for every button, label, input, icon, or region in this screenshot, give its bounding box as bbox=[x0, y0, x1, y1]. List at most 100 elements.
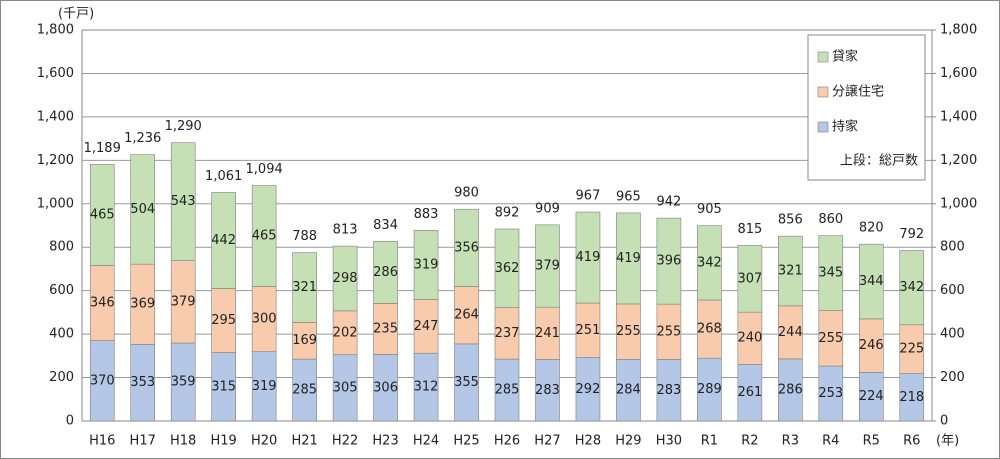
total-label: 788 bbox=[292, 229, 317, 244]
bar-segment bbox=[535, 359, 560, 422]
value-label: 379 bbox=[171, 294, 196, 309]
bar-segment bbox=[778, 235, 803, 307]
bar-segment bbox=[170, 142, 196, 261]
x-tick-label: H26 bbox=[494, 434, 520, 449]
bar-segment bbox=[413, 229, 439, 300]
legend-swatch bbox=[817, 51, 829, 63]
value-label: 419 bbox=[616, 251, 641, 266]
total-label: 813 bbox=[333, 223, 358, 238]
bar-segment bbox=[89, 340, 115, 422]
bar-segment bbox=[737, 245, 763, 313]
value-label: 283 bbox=[656, 383, 681, 398]
bar-segment bbox=[858, 243, 884, 320]
value-label: 504 bbox=[130, 202, 155, 217]
value-label: 224 bbox=[859, 389, 884, 404]
y-tick-label: 600 bbox=[49, 283, 74, 298]
bar-segment bbox=[251, 351, 277, 422]
x-tick-label: H19 bbox=[211, 434, 237, 449]
value-label: 235 bbox=[373, 322, 398, 337]
value-label: 218 bbox=[899, 390, 924, 405]
bar-segment bbox=[292, 358, 317, 422]
value-label: 543 bbox=[171, 194, 196, 209]
x-tick-label: H22 bbox=[332, 434, 358, 449]
total-label: 883 bbox=[414, 207, 439, 222]
bar-segment bbox=[251, 185, 277, 287]
total-label: 980 bbox=[454, 186, 479, 201]
value-label: 312 bbox=[414, 380, 439, 395]
value-label: 240 bbox=[737, 331, 762, 346]
bar-segment bbox=[656, 359, 682, 422]
value-label: 286 bbox=[778, 382, 803, 397]
value-label: 307 bbox=[737, 271, 762, 286]
total-label: 909 bbox=[535, 201, 560, 216]
legend-label: 持家 bbox=[832, 119, 858, 135]
bar-segment bbox=[575, 357, 601, 422]
total-label: 1,189 bbox=[84, 141, 121, 156]
bar-segment bbox=[535, 306, 560, 360]
value-label: 289 bbox=[697, 382, 722, 397]
bar-segment bbox=[211, 192, 236, 289]
x-tick-label: H30 bbox=[656, 434, 682, 449]
value-label: 169 bbox=[292, 333, 317, 348]
legend-swatch bbox=[817, 121, 829, 133]
y2-tick-label: 1,600 bbox=[940, 66, 977, 81]
bar-segment bbox=[332, 310, 358, 356]
total-label: 860 bbox=[818, 212, 843, 227]
x-tick-label: R3 bbox=[782, 434, 799, 449]
bar-segment bbox=[251, 286, 277, 353]
bar-segment bbox=[170, 342, 196, 422]
bar-segment bbox=[332, 354, 358, 422]
value-label: 241 bbox=[535, 326, 560, 341]
y-tick-label: 200 bbox=[49, 370, 74, 385]
bar-segment bbox=[494, 358, 520, 422]
value-label: 305 bbox=[333, 380, 358, 395]
bar-segment bbox=[899, 250, 925, 326]
value-label: 295 bbox=[211, 313, 236, 328]
value-label: 285 bbox=[292, 383, 317, 398]
x-tick-label: H21 bbox=[291, 434, 317, 449]
x-tick-label: H29 bbox=[615, 434, 641, 449]
value-label: 255 bbox=[616, 324, 641, 339]
value-label: 246 bbox=[859, 338, 884, 353]
bar-segment bbox=[818, 235, 844, 311]
legend-label: 貸家 bbox=[832, 49, 858, 65]
total-label: 1,061 bbox=[205, 169, 242, 184]
bar-segment bbox=[494, 228, 520, 308]
value-label: 465 bbox=[90, 207, 115, 222]
bar-segment bbox=[332, 245, 358, 312]
total-label: 815 bbox=[737, 222, 762, 237]
value-label: 244 bbox=[778, 325, 803, 340]
bar-segment bbox=[170, 260, 196, 344]
y2-tick-label: 600 bbox=[940, 283, 965, 298]
bar-segment bbox=[413, 352, 439, 422]
y2-tick-label: 1,800 bbox=[940, 23, 977, 38]
bar-segment bbox=[616, 303, 641, 360]
annotation: 上段：総戸数 bbox=[840, 154, 918, 169]
value-label: 237 bbox=[495, 326, 520, 341]
bar-segment bbox=[737, 311, 763, 365]
total-label: 820 bbox=[859, 221, 884, 236]
bar-segment bbox=[454, 343, 479, 422]
bar-segment bbox=[899, 373, 925, 422]
value-label: 319 bbox=[252, 379, 277, 394]
x-tick-label: H18 bbox=[170, 434, 196, 449]
total-label: 834 bbox=[373, 218, 398, 233]
bar-segment bbox=[373, 303, 398, 355]
value-label: 342 bbox=[899, 280, 924, 295]
value-label: 286 bbox=[373, 265, 398, 280]
bar-segment bbox=[737, 364, 763, 422]
value-label: 298 bbox=[333, 271, 358, 286]
y2-tick-label: 1,200 bbox=[940, 153, 977, 168]
x-tick-label: R1 bbox=[701, 434, 718, 449]
bar-segment bbox=[494, 307, 520, 360]
bar-segment bbox=[656, 217, 682, 305]
value-label: 362 bbox=[495, 261, 520, 276]
y-tick-label: 400 bbox=[49, 327, 74, 342]
y-tick-label: 800 bbox=[49, 240, 74, 255]
value-label: 356 bbox=[454, 240, 479, 255]
value-label: 315 bbox=[211, 379, 236, 394]
bar-segment bbox=[130, 344, 156, 422]
x-tick-label: R4 bbox=[822, 434, 839, 449]
value-label: 353 bbox=[130, 375, 155, 390]
